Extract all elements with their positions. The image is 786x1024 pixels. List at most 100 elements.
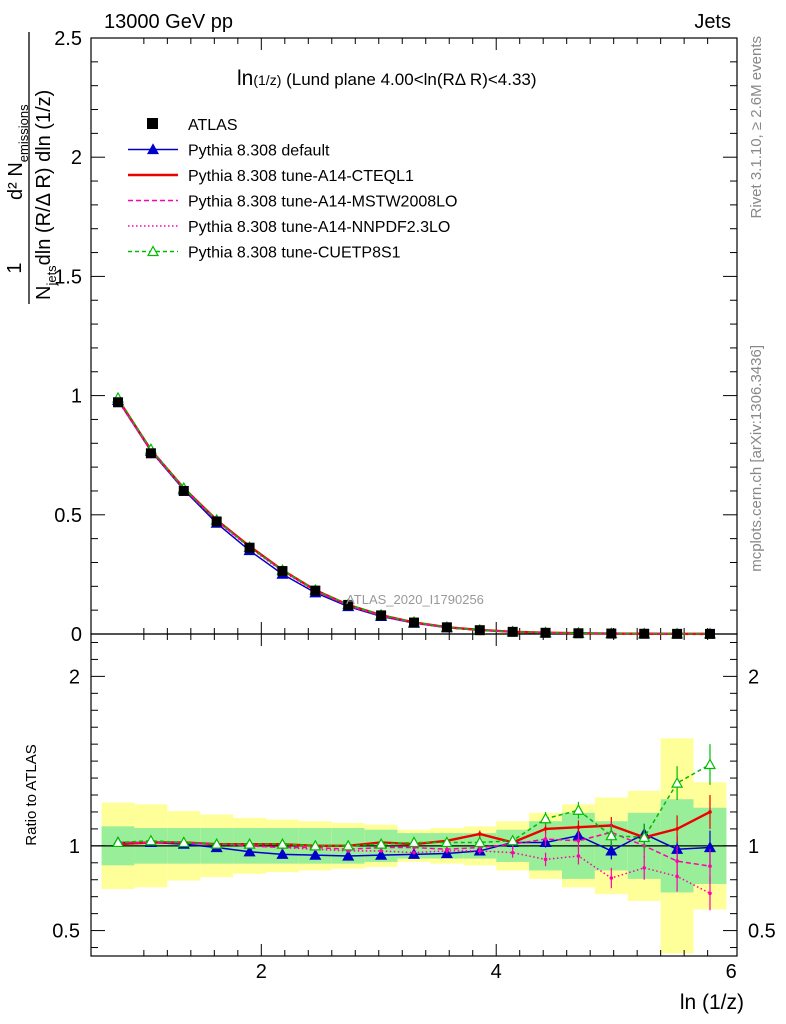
series-ratio-marker [440, 836, 453, 848]
data-point-square [145, 448, 156, 459]
header-right-label: Jets [694, 11, 731, 33]
ratio-tick-label: 2 [69, 666, 80, 688]
legend-marker [146, 245, 160, 257]
y-tick-label: 0.5 [54, 505, 82, 527]
ylabel-one: 1 [4, 262, 26, 273]
series-ratio-point [708, 864, 712, 868]
data-point-square [606, 628, 617, 639]
series-ratio-point [510, 850, 515, 855]
data-point-square [310, 585, 321, 596]
rivet-version-label: Rivet 3.1.10, ≥ 2.6M events [748, 36, 765, 219]
series-ratio-point [642, 866, 647, 870]
series-ratio-marker [605, 829, 618, 841]
series-ratio-marker [276, 848, 289, 859]
series-ratio-marker [539, 812, 552, 824]
title-small: (1/z) [253, 72, 281, 88]
series-ratio-marker [276, 837, 289, 849]
data-point-square [573, 628, 584, 639]
series-ratio-marker [111, 836, 125, 848]
data-point-square [672, 628, 683, 639]
ratio-tick-label: 0.5 [52, 921, 80, 943]
legend-label: Pythia 8.308 tune-A14-CTEQL1 [188, 168, 414, 185]
legend-label: Pythia 8.308 tune-CUETP8S1 [188, 245, 401, 262]
data-point-square [244, 542, 255, 553]
series-ratio-point [609, 876, 614, 880]
ylabel-numerator: d² Nemissions [5, 104, 31, 200]
series-ratio-marker [572, 804, 585, 815]
x-axis-label: ln (1/z) [680, 991, 744, 1014]
ylabel-rest: dln (R/Δ R) dln (1/z) [33, 90, 55, 266]
ratio-tick-label-right: 0.5 [748, 921, 776, 943]
ratio-tick-label-right: 1 [748, 836, 759, 858]
legend-marker [146, 143, 160, 155]
data-point-square [704, 628, 715, 639]
ylabel-jets: jets [44, 265, 59, 287]
series-ratio-marker [671, 776, 684, 788]
series-ratio-marker [407, 836, 421, 848]
series-ratio-marker [177, 836, 190, 848]
legend-label: Pythia 8.308 tune-A14-NNPDF2.3LO [188, 219, 450, 236]
data-point-square [211, 516, 222, 527]
series-ratio-marker [210, 837, 223, 849]
series-ratio-marker [506, 834, 519, 846]
series-ratio-marker [473, 836, 486, 848]
analysis-watermark: ATLAS_2020_I1790256 [346, 592, 484, 607]
data-markers [113, 397, 715, 639]
series-ratio-point [576, 825, 581, 829]
y-tick-label: 2 [71, 147, 82, 169]
y-tick-label: 1 [71, 386, 82, 408]
series-ratio-point [576, 838, 581, 843]
legend-data-label: ATLAS [188, 117, 238, 134]
y-tick-label: 2.5 [54, 28, 82, 50]
series-ratio-point [412, 850, 416, 855]
series-ratio-point [543, 857, 548, 862]
series-ratio-point [543, 827, 548, 831]
data-point-square [639, 628, 650, 639]
data-point-square [277, 566, 288, 577]
y-axis-label: 1 d² Nemissions Njetsdln (R/Δ R) dln (1/… [4, 32, 59, 304]
series-ratio-marker [243, 845, 256, 857]
data-point-square [507, 626, 518, 637]
ylabel-n: N [33, 286, 55, 300]
data-point-square [376, 610, 387, 621]
ylabel-emissions: emissions [16, 104, 31, 162]
labels-layer: 13000 GeV pp Jets Rivet 3.1.10, ≥ 2.6M e… [4, 11, 776, 1014]
legend-label: Pythia 8.308 default [188, 143, 330, 160]
data-point-square [474, 625, 485, 636]
x-tick-label: 4 [491, 961, 502, 983]
data-point-square [178, 485, 189, 496]
series-ratio-marker [342, 849, 355, 861]
header-left-label: 13000 GeV pp [104, 11, 233, 33]
series-ratio-marker [638, 831, 651, 842]
ratio-y-axis-label: Ratio to ATLAS [23, 744, 40, 845]
series-ratio-marker [144, 834, 157, 846]
data-point-square [441, 622, 452, 633]
title-rest: (Lund plane 4.00<ln(RΔ R)<4.33) [281, 70, 536, 89]
chart-title: ln(1/z) (Lund plane 4.00<ln(RΔ R)<4.33) [237, 67, 537, 90]
series-ratio-marker [703, 758, 717, 770]
series-ratio-point [675, 827, 679, 831]
series-ratio-point [445, 849, 449, 853]
mcplots-label: mcplots.cern.ch [arXiv:1306.3436] [748, 345, 765, 572]
series-ratio-point [708, 891, 712, 896]
ratio-tick-label: 1 [69, 836, 80, 858]
legend-data-marker [147, 118, 158, 129]
series-ratio-marker [605, 844, 618, 856]
title-main: ln [237, 67, 253, 90]
ratio-tick-label-right: 2 [748, 666, 759, 688]
series-ratio-marker [342, 839, 355, 851]
legend-label: Pythia 8.308 tune-A14-MSTW2008LO [188, 194, 457, 211]
data-point-square [409, 617, 419, 628]
y-tick-label: 1.5 [54, 266, 82, 288]
series-ratio-point [477, 849, 482, 853]
series-ratio-point [708, 810, 712, 814]
series-ratio-point [477, 832, 482, 836]
ylabel-denominator: Njetsdln (R/Δ R) dln (1/z) [33, 90, 59, 300]
series-ratio-point [675, 874, 679, 879]
legend: ATLAS Pythia 8.308 default Pythia 8.308 tu… [128, 117, 457, 262]
series-ratio-marker [375, 837, 388, 849]
x-tick-label: 2 [256, 961, 267, 983]
data-point-square [540, 627, 551, 638]
series-ratio-marker [309, 839, 322, 851]
x-tick-label: 6 [726, 961, 737, 983]
